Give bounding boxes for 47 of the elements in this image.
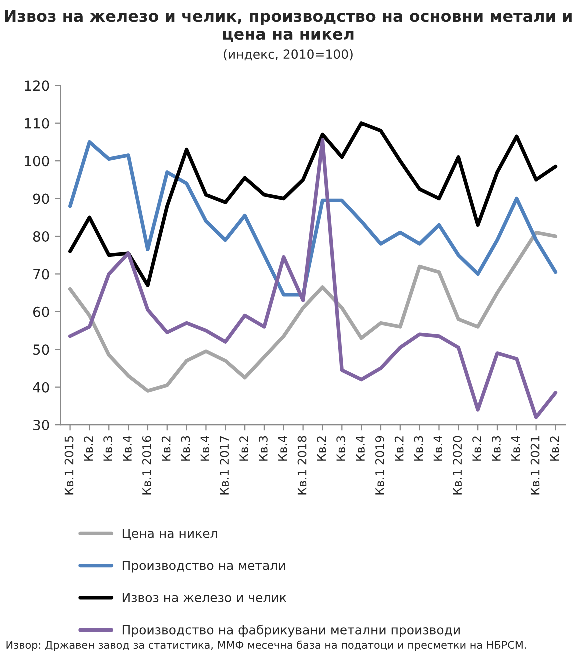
x-tick-label: Кв.3 xyxy=(336,436,346,461)
chart-title: Извоз на железо и челик, производство на основни метали и цена на никел xyxy=(5,10,572,42)
y-tick-label: 120 xyxy=(25,80,50,92)
y-tick-label: 40 xyxy=(33,382,50,393)
line-series xyxy=(68,140,558,297)
legend-label: Производство на фабрикувани метални производи xyxy=(122,624,460,638)
line-series xyxy=(68,138,558,420)
y-tick-label: 70 xyxy=(34,269,50,280)
y-tick-label: 30 xyxy=(34,420,50,431)
y-tick-label: 110 xyxy=(25,118,50,129)
x-tick-label: Кв.3 xyxy=(414,436,424,461)
x-tick-label: Кв.4 xyxy=(356,436,365,461)
x-tick-label: Кв.1 2016 xyxy=(142,436,152,495)
x-tick-label: Кв.1 2017 xyxy=(220,436,230,495)
x-tick-label: Кв.4 xyxy=(434,436,442,461)
text: Извор: Државен завод за статистика, ММФ месечна база на податоци и пресметки на НБРСМ. xyxy=(6,640,526,652)
y-tick-label: 50 xyxy=(34,344,50,356)
x-tick-label: Кв.4 xyxy=(200,436,210,461)
x-tick-label: Кв.1 2019 xyxy=(375,436,384,495)
x-tick-label: Кв.3 xyxy=(181,436,190,461)
x-tick-label: Кв.2 xyxy=(84,436,93,461)
x-tick-label: Кв.2 xyxy=(550,436,560,461)
x-tick-label: Кв.4 xyxy=(278,436,288,461)
y-tick-label: 60 xyxy=(33,306,50,318)
x-tick-label: Кв.1 2018 xyxy=(298,436,307,495)
legend-label: Извоз на железо и челик xyxy=(122,593,286,602)
x-tick-label: Кв.3 xyxy=(492,436,501,461)
y-tick-label: 100 xyxy=(25,156,50,167)
x-tick-label: Кв.3 xyxy=(104,436,113,461)
x-tick-label: Кв.2 xyxy=(240,436,248,461)
line-series xyxy=(68,230,558,393)
x-tick-label: Кв.1 2020 xyxy=(453,436,462,495)
chart-subtitle: (индекс, 2010=100) xyxy=(224,49,353,61)
x-tick-label: Кв.1 2021 xyxy=(530,436,540,495)
y-tick-label: 80 xyxy=(33,231,50,242)
x-tick-label: Кв.4 xyxy=(123,436,132,461)
x-tick-label: Кв.2 xyxy=(472,436,482,461)
x-tick-label: Кв.2 xyxy=(394,436,404,461)
legend-label: Цена на никел xyxy=(122,528,218,540)
x-tick-label: Кв.2 xyxy=(317,436,326,461)
y-tick-label: 90 xyxy=(33,194,50,204)
line-series xyxy=(68,122,558,288)
x-tick-label: Кв.1 2015 xyxy=(64,436,74,495)
x-tick-label: Кв.2 xyxy=(162,436,171,461)
x-tick-label: Кв.4 xyxy=(512,436,520,461)
legend-label: Производство на метали xyxy=(122,561,286,573)
x-tick-label: Кв.3 xyxy=(258,436,268,461)
